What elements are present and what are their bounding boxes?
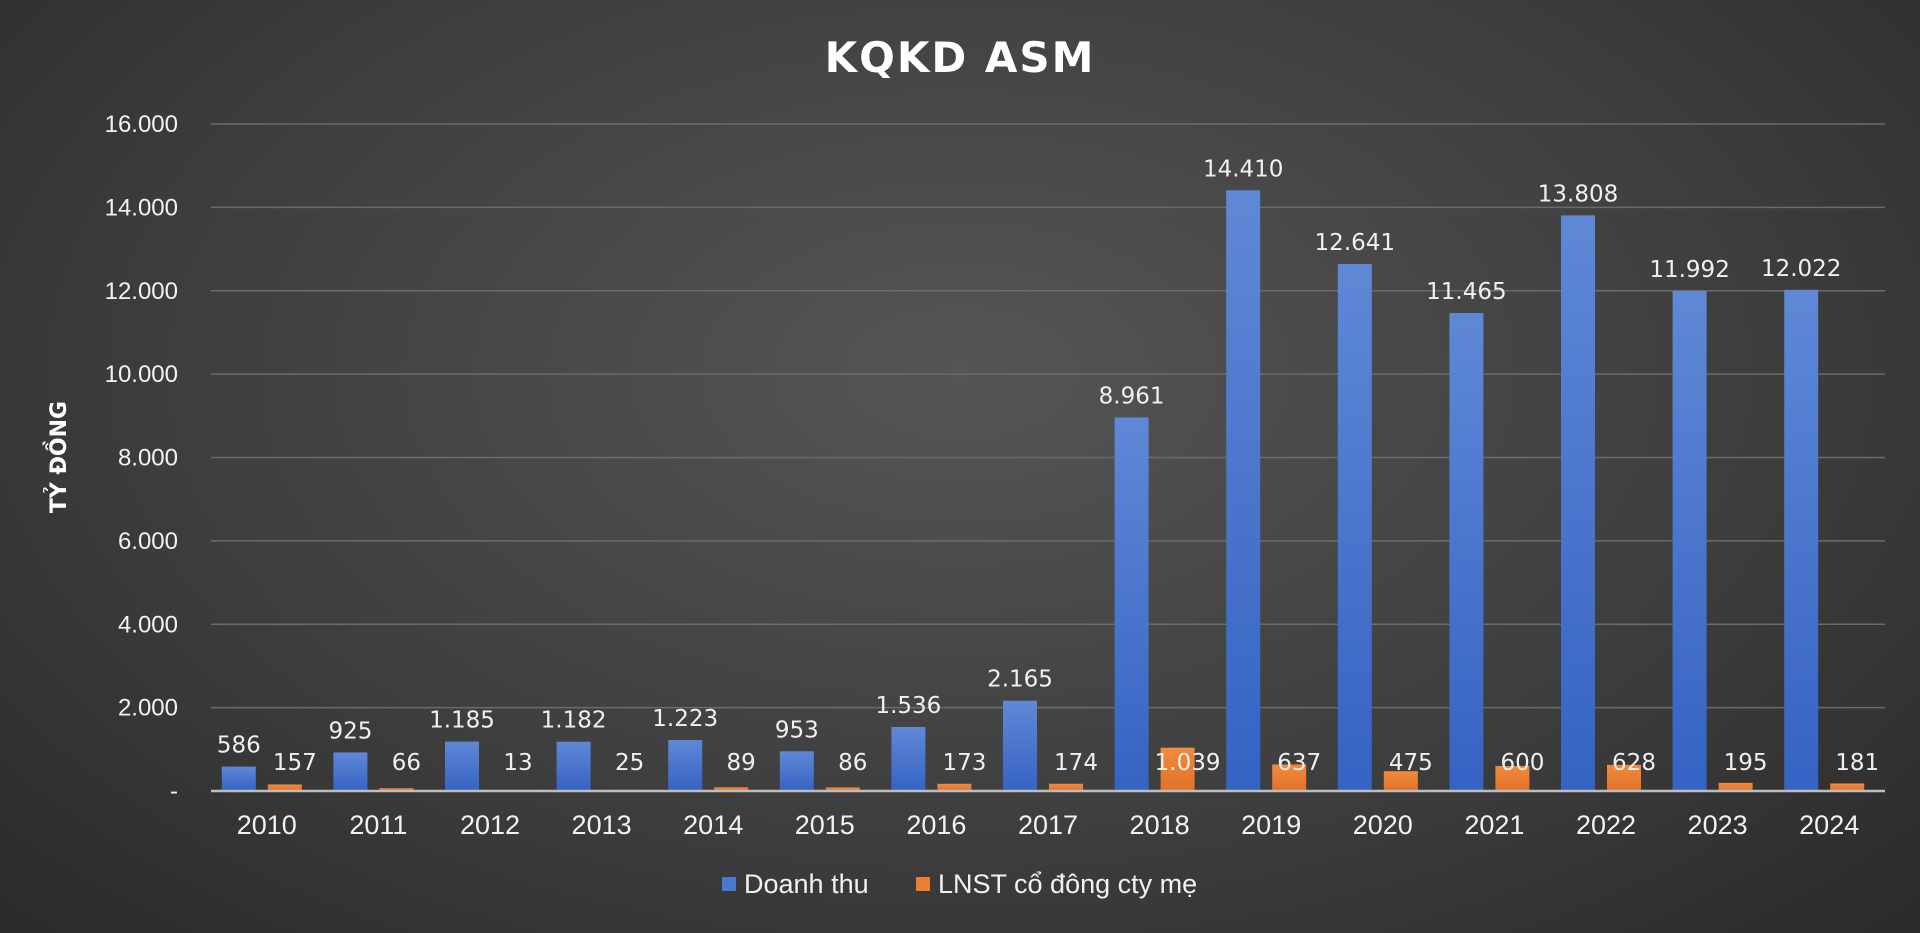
x-tick-label: 2015: [795, 810, 855, 840]
x-tick-label: 2023: [1688, 810, 1748, 840]
data-label-lnst: 173: [942, 750, 986, 776]
data-label-lnst: 181: [1835, 750, 1879, 776]
x-tick-label: 2013: [572, 810, 632, 840]
data-label-doanh-thu: 1.536: [875, 693, 941, 719]
bar-doanh-thu: [333, 752, 368, 791]
data-label-lnst: 86: [838, 750, 867, 776]
bar-lnst: [1272, 764, 1307, 791]
data-label-doanh-thu: 14.410: [1203, 156, 1283, 182]
x-tick-label: 2014: [683, 810, 743, 840]
x-tick-label: 2010: [237, 810, 297, 840]
bar-lnst: [825, 787, 860, 791]
bar-doanh-thu: [1337, 264, 1372, 791]
data-label-lnst: 13: [503, 750, 532, 776]
y-tick-label: 4.000: [118, 611, 178, 638]
bar-lnst: [1049, 783, 1083, 791]
data-label-lnst: 1.039: [1155, 750, 1221, 776]
data-label-doanh-thu: 1.223: [652, 706, 718, 732]
bar-lnst: [1160, 747, 1195, 791]
gridlines: [211, 123, 1885, 709]
data-label-lnst: 475: [1389, 750, 1433, 776]
data-label-doanh-thu: 12.641: [1315, 230, 1395, 256]
bar-doanh-thu: [556, 741, 591, 791]
legend-label-lnst: LNST cổ đông cty mẹ: [938, 869, 1197, 899]
y-axis-label: TỶ ĐỒNG: [43, 401, 72, 513]
legend: Doanh thu LNST cổ đông cty mẹ: [722, 869, 1197, 899]
data-label-doanh-thu: 953: [775, 717, 819, 743]
bar-lnst: [937, 783, 972, 791]
bar-doanh-thu: [1449, 313, 1484, 791]
bar-doanh-thu: [1003, 700, 1037, 791]
bar-doanh-thu: [1226, 190, 1261, 791]
y-tick-label: 10.000: [105, 361, 178, 388]
bars: [221, 190, 1865, 791]
bar-lnst: [714, 787, 749, 791]
x-tick-label: 2021: [1464, 810, 1524, 840]
bar-doanh-thu: [668, 740, 703, 791]
x-tick-label: 2020: [1353, 810, 1413, 840]
chart-title: KQKD ASM: [825, 33, 1096, 82]
bar-doanh-thu: [1784, 289, 1819, 791]
bar-lnst: [1830, 783, 1865, 791]
data-label-doanh-thu: 1.185: [429, 708, 495, 734]
data-label-lnst: 89: [727, 750, 756, 776]
x-axis-ticks: 2010 2011 2012 2013 2014 2015 2016 2017 2018 2019…: [237, 810, 1859, 840]
data-labels: 586 157 925 66 1.185 13 1.182 25 1.223 89 953 86 1.5…: [217, 156, 1879, 776]
data-label-lnst: 637: [1277, 750, 1321, 776]
data-label-lnst: 157: [273, 750, 317, 776]
y-tick-label: 14.000: [105, 194, 178, 221]
data-label-doanh-thu: 11.465: [1426, 279, 1506, 305]
bar-lnst: [1718, 782, 1753, 791]
bar-lnst: [1495, 765, 1530, 791]
x-tick-label: 2017: [1018, 810, 1078, 840]
bar-doanh-thu: [1672, 291, 1707, 791]
y-tick-label: 8.000: [118, 445, 178, 472]
y-tick-label: 6.000: [118, 528, 178, 555]
bar-lnst: [1607, 764, 1641, 791]
x-tick-label: 2011: [349, 810, 407, 840]
data-label-lnst: 66: [392, 750, 421, 776]
x-tick-label: 2019: [1241, 810, 1301, 840]
x-tick-label: 2018: [1130, 810, 1190, 840]
data-label-doanh-thu: 8.961: [1099, 383, 1165, 409]
bar-doanh-thu: [1561, 215, 1595, 791]
data-label-lnst: 600: [1500, 750, 1544, 776]
data-label-doanh-thu: 925: [328, 718, 372, 744]
x-tick-label: 2022: [1576, 810, 1636, 840]
legend-label-doanh-thu: Doanh thu: [744, 869, 869, 899]
y-tick-label: 12.000: [105, 278, 178, 305]
bar-doanh-thu: [445, 741, 479, 791]
y-axis-ticks: - 2.000 4.000 6.000 8.000 10.000 12.000 14.000 1…: [105, 111, 178, 805]
data-label-doanh-thu: 12.022: [1761, 256, 1841, 282]
data-label-lnst: 25: [615, 750, 644, 776]
data-label-doanh-thu: 13.808: [1538, 181, 1618, 207]
bar-lnst: [1383, 771, 1418, 791]
x-tick-label: 2016: [906, 810, 966, 840]
data-label-doanh-thu: 1.182: [541, 708, 607, 734]
legend-swatch-lnst: [916, 877, 930, 891]
bar-lnst: [267, 784, 302, 791]
x-tick-label: 2024: [1799, 810, 1859, 840]
data-label-lnst: 174: [1054, 750, 1098, 776]
legend-swatch-doanh-thu: [722, 877, 736, 891]
bar-doanh-thu: [891, 726, 926, 791]
bar-doanh-thu: [221, 766, 256, 791]
data-label-doanh-thu: 2.165: [987, 667, 1053, 693]
data-label-lnst: 628: [1612, 750, 1656, 776]
data-label-doanh-thu: 11.992: [1649, 257, 1729, 283]
data-label-lnst: 195: [1724, 750, 1768, 776]
bar-doanh-thu: [1114, 417, 1149, 791]
y-tick-label: 16.000: [105, 111, 178, 138]
x-tick-label: 2012: [460, 810, 520, 840]
data-label-doanh-thu: 586: [217, 733, 261, 759]
bar-lnst: [379, 788, 414, 791]
y-tick-label: 2.000: [118, 695, 178, 722]
y-tick-label: -: [170, 778, 178, 805]
bar-doanh-thu: [779, 751, 814, 791]
